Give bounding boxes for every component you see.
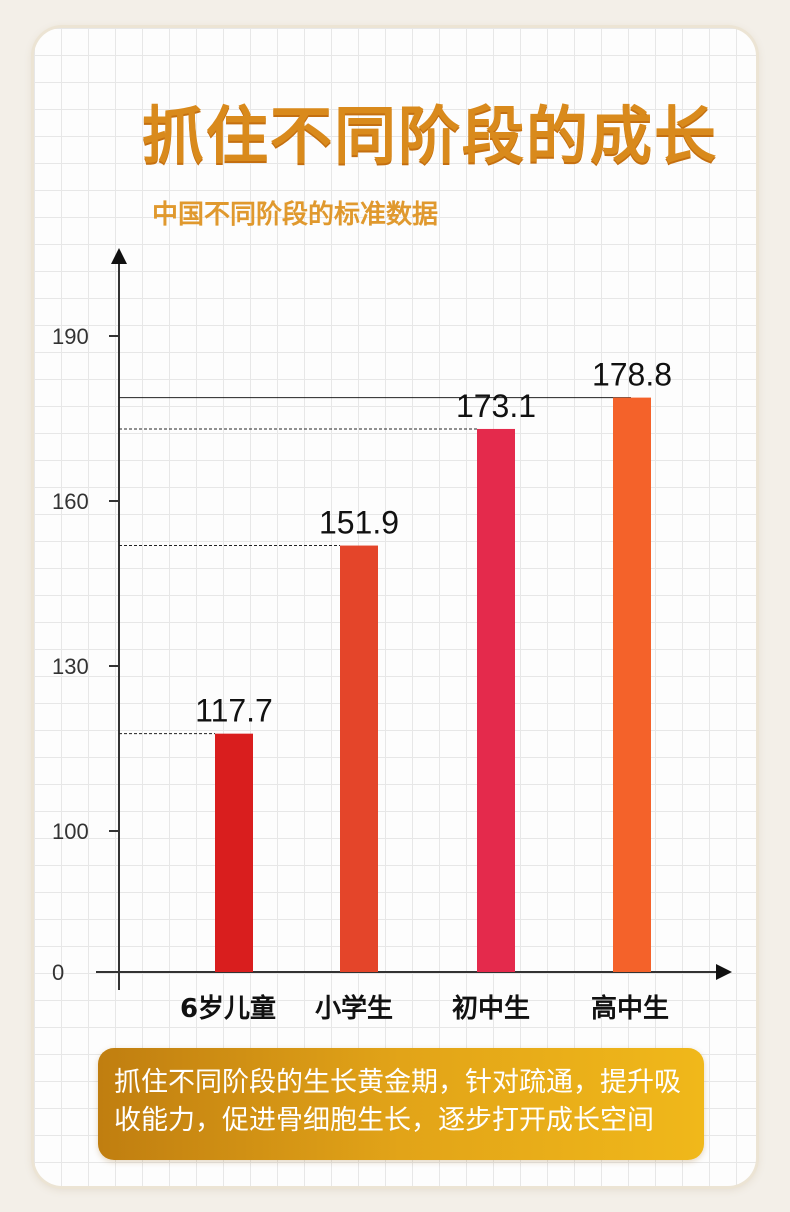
bar: [477, 428, 515, 972]
x-category-label: 初中生: [452, 994, 530, 1024]
bar-value-label: 173.1: [456, 388, 536, 424]
page-title: 抓住不同阶段的成长: [142, 99, 719, 172]
y-tick-label: 190: [52, 324, 89, 349]
y-tick-label: 0: [52, 960, 64, 985]
x-category-label: 小学生: [315, 993, 393, 1024]
x-category-label: 高中生: [591, 993, 669, 1024]
y-tick-label: 100: [52, 819, 89, 844]
bar: [613, 397, 651, 973]
bar-value-label: 151.9: [319, 505, 399, 541]
y-axis-arrow: [111, 248, 127, 264]
bar-value-label: 178.8: [592, 357, 672, 393]
x-axis-arrow: [716, 964, 732, 980]
bar: [215, 733, 253, 972]
footer-text: 抓住不同阶段的生长黄金期，针对疏通，提升吸收能力，促进骨细胞生长，逐步打开成长空…: [114, 1067, 681, 1136]
x-category-label: 6岁儿童: [180, 993, 276, 1024]
bar-value-label: 117.7: [195, 693, 273, 729]
y-tick-label: 130: [52, 654, 89, 679]
chart-subtitle: 中国不同阶段的标准数据: [152, 200, 439, 230]
bar-chart: 0 100 130 160 190 117.7 151.9 173.1 178.8 6岁儿童 小…: [52, 248, 732, 1024]
y-tick-label: 160: [52, 489, 89, 514]
bar: [340, 545, 378, 972]
footer-banner: 抓住不同阶段的生长黄金期，针对疏通，提升吸收能力，促进骨细胞生长，逐步打开成长空…: [98, 1048, 704, 1160]
